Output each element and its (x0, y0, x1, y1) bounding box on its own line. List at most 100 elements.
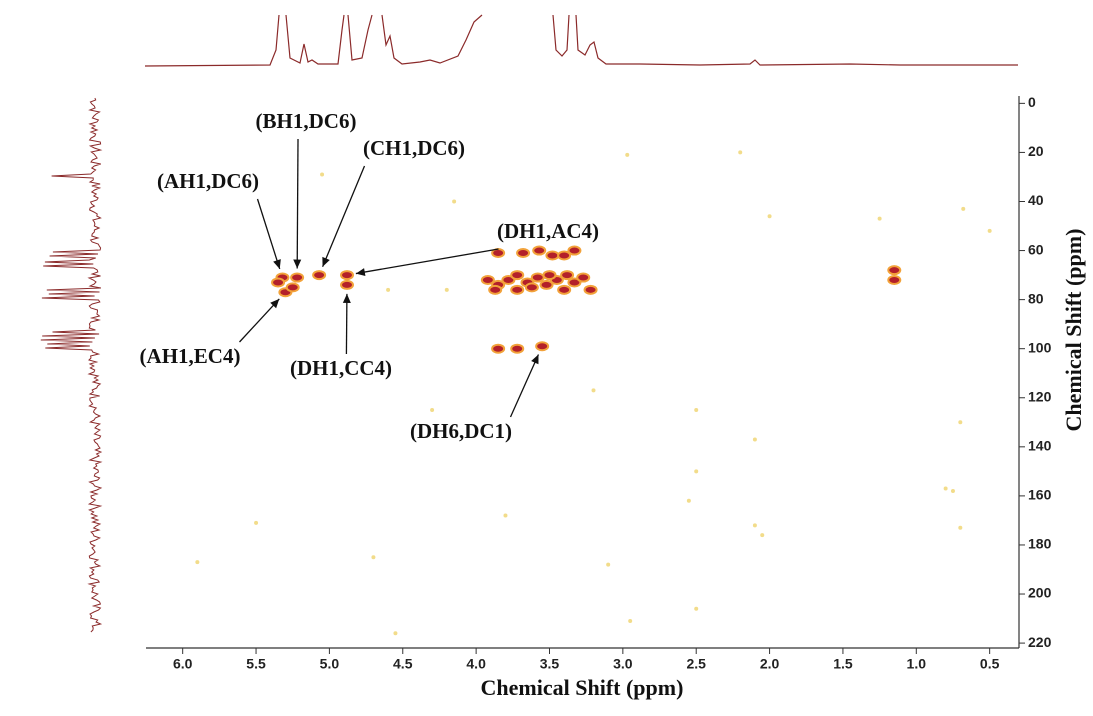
arrow-head (531, 354, 539, 365)
cross-peak (488, 284, 503, 295)
annotation-arrow (239, 298, 280, 343)
peak-annotation: (BH1,DC6) (256, 109, 357, 133)
plot-area (195, 150, 992, 636)
annotation-arrow (256, 198, 281, 270)
weak-peak (767, 214, 772, 219)
weak-peak (738, 150, 743, 155)
y-tick-label: 60 (1028, 241, 1044, 257)
peak-annotation: (CH1,DC6) (363, 136, 465, 160)
y-tick-label: 160 (1028, 487, 1052, 503)
y-tick-label: 220 (1028, 634, 1052, 650)
arrow-head (270, 298, 280, 309)
cross-peak (560, 270, 575, 281)
x-tick-label: 4.0 (466, 656, 486, 672)
cross-peak (583, 284, 598, 295)
y-tick-label: 80 (1028, 290, 1044, 306)
x-tick-label: 3.5 (540, 656, 560, 672)
y-tick-label: 0 (1028, 94, 1036, 110)
cross-peak (290, 272, 305, 283)
peak-annotation: (DH1,CC4) (290, 356, 392, 380)
weak-peak (625, 152, 630, 157)
y-tick-label: 100 (1028, 339, 1052, 355)
cross-peak (567, 277, 582, 288)
weak-peak (386, 287, 391, 292)
weak-peak (606, 562, 611, 567)
cross-peak (539, 279, 554, 290)
y-axis-title: Chemical Shift (ppm) (1061, 229, 1086, 432)
weak-peak (591, 388, 596, 393)
x-tick-label: 1.5 (833, 656, 853, 672)
cross-peak (576, 272, 591, 283)
y-tick-label: 40 (1028, 192, 1044, 208)
weak-peak (694, 606, 699, 611)
arrow-head (342, 293, 351, 303)
peak-annotation: (DH6,DC1) (410, 419, 512, 443)
cross-peak (501, 275, 516, 285)
cross-peak (524, 282, 539, 293)
cross-peak (271, 277, 286, 288)
weak-peak (958, 420, 963, 425)
weak-peak (452, 199, 457, 204)
cross-peak (340, 270, 355, 281)
arrow-head (355, 268, 366, 276)
weak-peak (320, 172, 325, 177)
weak-peak (694, 408, 699, 413)
x-axis-title: Chemical Shift (ppm) (481, 675, 684, 700)
x-tick-label: 5.0 (320, 656, 340, 672)
x-tick-label: 6.0 (173, 656, 193, 672)
cross-peak (532, 245, 547, 256)
cross-peak (557, 250, 572, 261)
annotation-arrow (345, 293, 348, 355)
weak-peak (694, 469, 699, 474)
peak-annotation: (AH1,DC6) (157, 169, 259, 193)
annotation-arrow (321, 165, 366, 268)
peak-annotation: (DH1,AC4) (497, 219, 599, 243)
x-tick-label: 2.5 (686, 656, 706, 672)
x-tick-label: 4.5 (393, 656, 413, 672)
weak-peak (371, 555, 376, 560)
weak-peak (393, 631, 398, 636)
cross-peak (557, 284, 572, 295)
cross-peak (340, 279, 355, 290)
weak-peak (752, 437, 757, 442)
cross-peak (510, 284, 525, 295)
weak-peak (987, 228, 992, 233)
weak-peak (760, 533, 765, 538)
annotation-arrow (509, 354, 540, 418)
top-projection (144, 14, 1018, 67)
left-projection (40, 97, 103, 633)
y-tick-label: 20 (1028, 143, 1044, 159)
x-tick-label: 5.5 (246, 656, 266, 672)
cross-peak (312, 270, 327, 281)
weak-peak (503, 513, 508, 518)
weak-peak (254, 520, 259, 525)
cross-peak (480, 275, 495, 285)
cross-peak (545, 250, 560, 261)
arrow-head (273, 259, 281, 269)
y-tick-label: 140 (1028, 438, 1052, 454)
cross-peak (887, 265, 902, 276)
cross-peak (567, 245, 582, 256)
cross-peak (542, 270, 557, 281)
cross-peak (516, 248, 531, 259)
weak-peak (628, 619, 633, 624)
y-tick-label: 200 (1028, 585, 1052, 601)
peak-annotation: (AH1,EC4) (140, 344, 241, 368)
annotation-arrow (296, 138, 299, 269)
weak-peak (961, 206, 966, 211)
x-tick-label: 0.5 (980, 656, 1000, 672)
weak-peak (195, 560, 200, 565)
y-tick-label: 180 (1028, 536, 1052, 552)
weak-peak (430, 408, 435, 413)
cross-peak (285, 282, 300, 293)
x-tick-label: 3.0 (613, 656, 633, 672)
annotation-arrow (355, 248, 499, 275)
weak-peak (950, 488, 955, 493)
weak-peak (686, 498, 691, 503)
weak-peak (958, 525, 963, 530)
cross-peak (510, 343, 525, 354)
arrow-head (293, 259, 302, 269)
x-tick-label: 1.0 (907, 656, 927, 672)
weak-peak (943, 486, 948, 491)
